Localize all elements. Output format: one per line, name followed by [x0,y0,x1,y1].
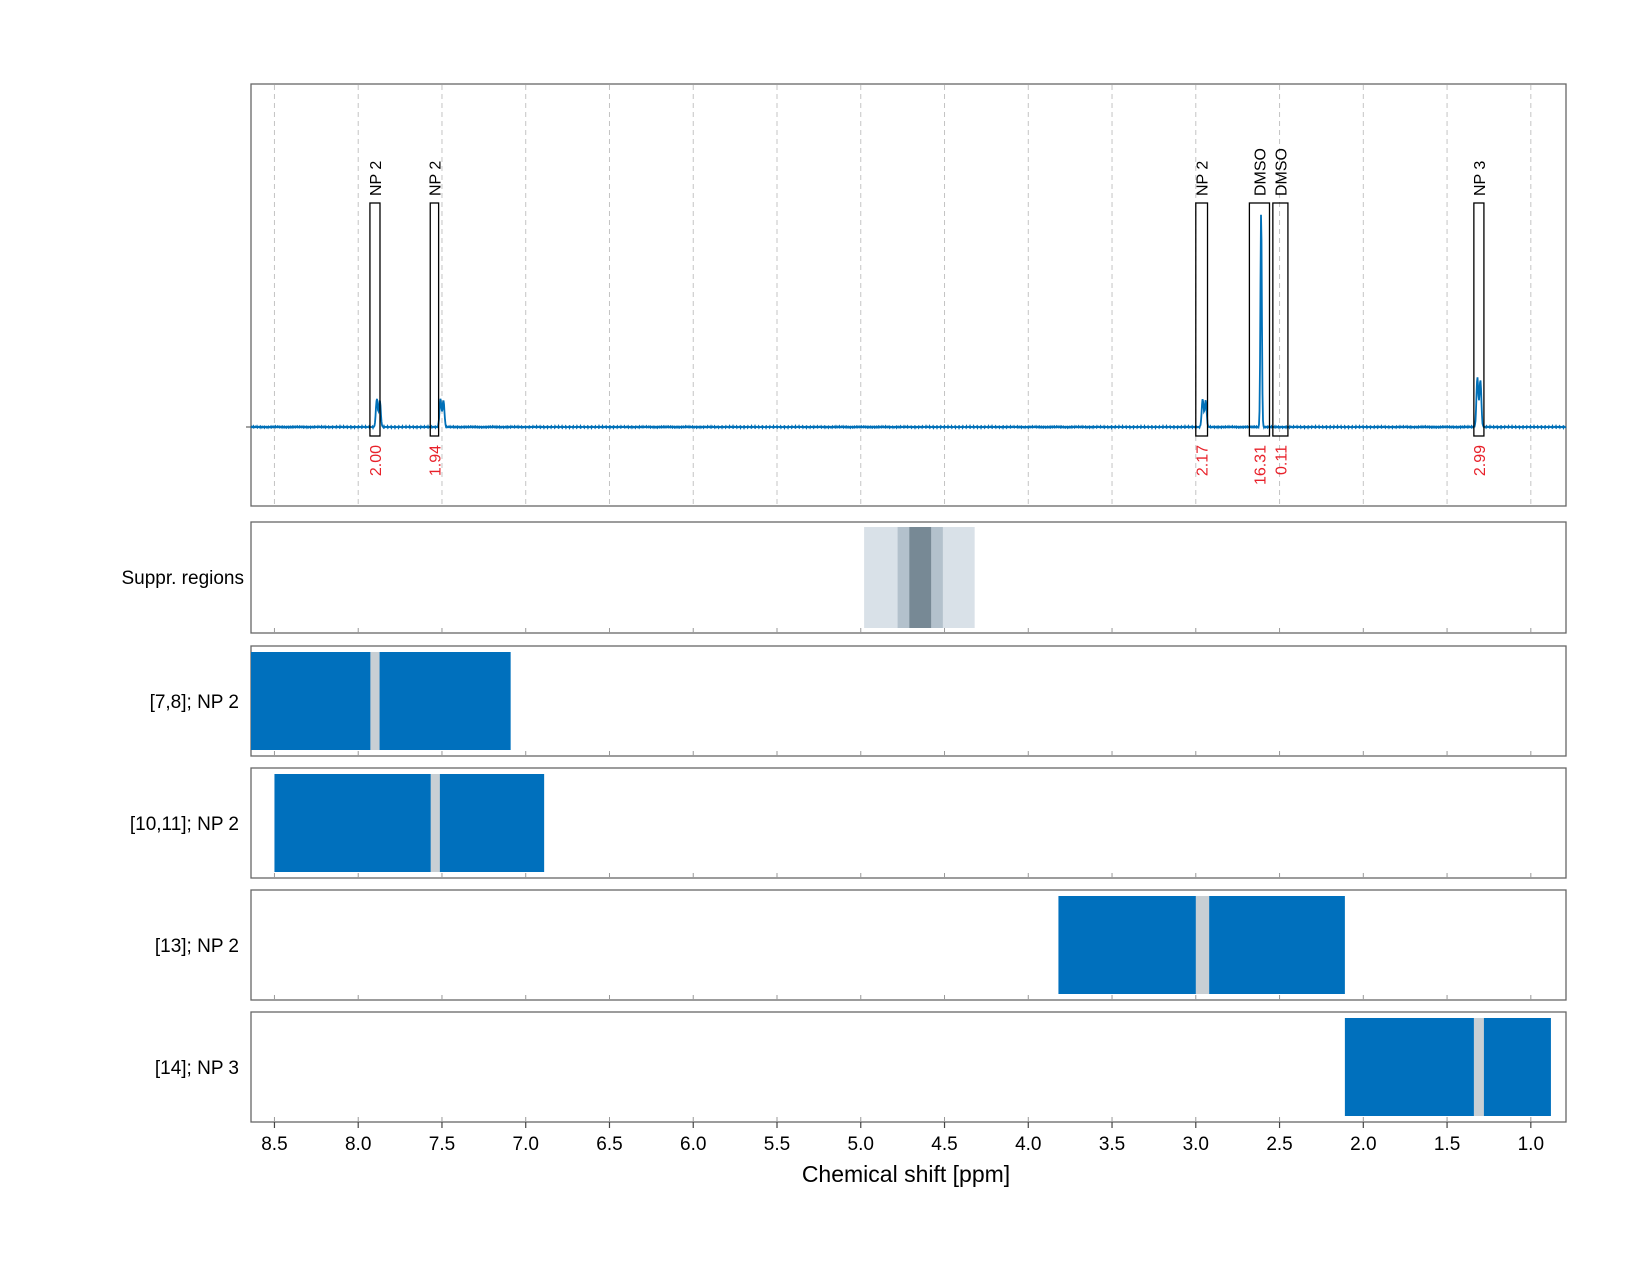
track-1-label: [10,11]; NP 2 [130,814,239,835]
suppression-regions-panel: Suppr. regions [121,521,1567,634]
annotation-label-3: DMSO [1252,148,1269,196]
track-1-signal-bar [274,774,545,872]
annotation-box-0 [369,202,381,437]
x-tick-label-0: 8.5 [261,1134,287,1155]
x-tick-label-6: 5.5 [764,1134,790,1155]
x-tick-label-15: 1.0 [1518,1134,1544,1155]
suppression-region-2 [909,527,932,628]
annotation-integral-0: 2.00 [368,445,385,476]
track-3-label: [14]; NP 3 [155,1058,239,1079]
x-tick-label-8: 4.5 [931,1134,957,1155]
x-tick-label-1: 8.0 [345,1134,371,1155]
track-3-center-marker [1473,1018,1484,1116]
annotation-integral-2: 2.17 [1195,445,1212,476]
track-0-signal-bar [251,652,511,750]
annotation-box-4 [1272,202,1289,437]
x-axis-label: Chemical shift [ppm] [802,1161,1010,1187]
x-tick-label-5: 6.0 [680,1134,706,1155]
track-0-center-marker [370,652,380,750]
x-tick-label-2: 7.5 [429,1134,455,1155]
x-tick-label-9: 4.0 [1015,1134,1041,1155]
spectrum-panel: NP 2 2.00 NP 2 1.94 NP 2 2.17 DMSO 16.31 DMSO 0.1… [246,83,1567,507]
spectrum-trace [250,214,1567,431]
x-tick-label-11: 3.0 [1183,1134,1209,1155]
x-tick-label-3: 7.0 [513,1134,539,1155]
annotation-integral-4: 0.11 [1273,445,1290,475]
x-tick-label-10: 3.5 [1099,1134,1125,1155]
annotation-box-3 [1248,202,1271,437]
annotation-box-2 [1195,202,1209,437]
track-frame-2 [250,889,1567,1001]
x-tick-label-7: 5.0 [848,1134,874,1155]
annotation-label-4: DMSO [1273,148,1290,196]
track-1-center-marker [430,774,440,872]
annotation-label-0: NP 2 [368,161,385,196]
x-tick-label-13: 2.0 [1350,1134,1376,1155]
annotation-integral-1: 1.94 [427,445,444,476]
annotation-label-1: NP 2 [427,161,444,196]
track-2-center-marker [1195,896,1210,994]
annotation-box-5 [1473,202,1485,437]
suppression-regions-label: Suppr. regions [121,568,244,589]
annotation-integral-5: 2.99 [1472,445,1489,476]
annotation-label-5: NP 3 [1472,161,1489,196]
spectrum-frame [250,83,1567,507]
x-axis: Chemical shift [ppm] 8.5 8.0 7.5 7.0 6.5 6.0 5… [261,1122,1544,1187]
x-tick-label-4: 6.5 [596,1134,622,1155]
track-3-signal-bar [1344,1018,1551,1116]
annotation-integral-3: 16.31 [1252,445,1269,485]
x-tick-label-14: 1.5 [1434,1134,1460,1155]
annotation-box-1 [429,202,440,437]
signal-tracks: [7,8]; NP 2 [10,11]; NP 2 [13]; NP 2 [14]; … [130,645,1567,1123]
x-tick-label-12: 2.5 [1266,1134,1292,1155]
track-0-label: [7,8]; NP 2 [150,692,239,713]
annotation-label-2: NP 2 [1195,161,1212,196]
track-2-label: [13]; NP 2 [155,936,239,957]
